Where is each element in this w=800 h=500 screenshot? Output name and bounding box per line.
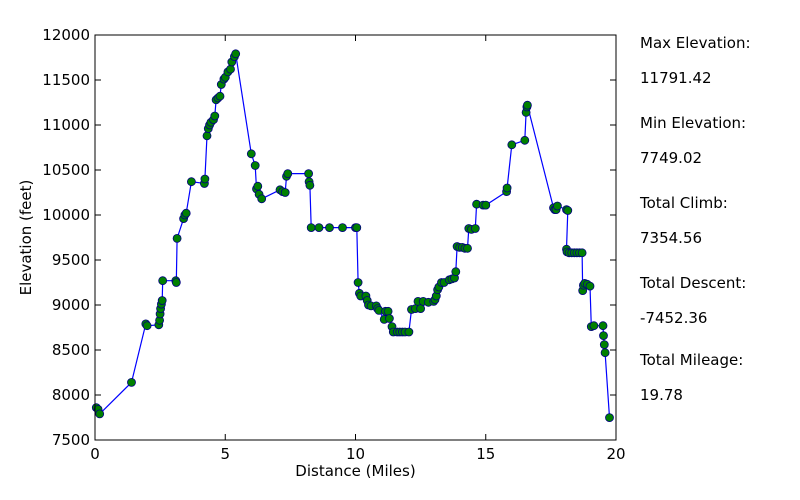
max-elevation-value: 11791.42: [640, 69, 712, 87]
data-point: [305, 180, 315, 190]
data-point: [95, 409, 105, 419]
data-point: [481, 200, 491, 210]
data-point: [142, 321, 152, 331]
data-point: [384, 314, 394, 323]
data-point: [314, 223, 324, 233]
data-point: [250, 161, 260, 170]
x-tick-label: 10: [346, 445, 365, 463]
data-point: [523, 100, 532, 110]
y-tick-label: 7500: [52, 431, 90, 449]
data-point: [463, 243, 472, 253]
data-point: [598, 321, 608, 331]
data-point: [599, 331, 608, 341]
data-point: [352, 223, 362, 233]
y-tick-label: 12000: [42, 26, 90, 44]
data-point: [246, 149, 256, 159]
data-point: [353, 278, 363, 287]
elevation-line: [95, 51, 611, 418]
total-mileage-label: Total Mileage:: [640, 351, 744, 369]
data-point: [553, 201, 562, 211]
data-point: [231, 49, 241, 59]
y-tick-label: 8500: [52, 341, 90, 359]
data-point: [253, 181, 263, 191]
data-point: [451, 267, 461, 277]
data-point: [157, 296, 167, 305]
data-point: [470, 224, 480, 233]
x-axis-label: Distance (Miles): [295, 462, 415, 480]
plot-frame: [94, 34, 617, 441]
data-point: [171, 278, 181, 287]
data-point: [210, 111, 220, 121]
x-tick-label: 5: [220, 445, 230, 463]
y-tick-label: 9500: [52, 251, 90, 269]
data-point: [507, 140, 517, 150]
data-point: [172, 233, 182, 243]
max-elevation-label: Max Elevation:: [640, 34, 751, 52]
data-point: [306, 223, 316, 233]
data-point: [338, 223, 347, 233]
data-point: [520, 135, 530, 145]
data-point: [186, 177, 196, 187]
data-point: [215, 91, 225, 101]
data-point: [257, 194, 267, 204]
data-point: [200, 174, 210, 184]
data-point: [283, 169, 293, 179]
x-tick-label: 15: [476, 445, 495, 463]
data-point: [502, 183, 512, 193]
data-point: [600, 348, 610, 358]
total-climb-value: 7354.56: [640, 229, 703, 247]
data-point: [577, 248, 587, 258]
data-point: [605, 413, 614, 423]
min-elevation-value: 7749.02: [640, 149, 703, 167]
data-point: [404, 327, 414, 337]
data-point: [599, 340, 609, 350]
total-climb-label: Total Climb:: [640, 194, 728, 212]
x-tick-label: 20: [606, 445, 625, 463]
y-tick-label: 11000: [42, 116, 90, 134]
y-axis-label: Elevation (feet): [17, 180, 35, 296]
data-point: [226, 64, 235, 74]
data-point: [589, 321, 599, 331]
y-tick-label: 9000: [52, 296, 90, 314]
y-tick-label: 8000: [52, 386, 90, 404]
total-descent-value: -7452.36: [640, 309, 708, 327]
data-point: [563, 206, 573, 215]
y-tick-label: 10000: [42, 206, 90, 224]
data-point: [127, 377, 136, 387]
y-tick-label: 10500: [42, 161, 90, 179]
data-point: [280, 188, 290, 197]
data-point: [158, 276, 168, 286]
x-tick-label: 0: [90, 445, 100, 463]
data-point: [181, 208, 191, 218]
data-point: [585, 281, 595, 291]
total-descent-label: Total Descent:: [640, 274, 747, 292]
data-point: [325, 223, 334, 233]
min-elevation-label: Min Elevation:: [640, 114, 747, 132]
data-point: [383, 306, 393, 316]
data-point: [202, 131, 212, 141]
total-mileage-value: 19.78: [640, 386, 683, 404]
data-point: [304, 169, 314, 179]
y-tick-label: 11500: [42, 71, 90, 89]
data-point: [416, 304, 426, 314]
